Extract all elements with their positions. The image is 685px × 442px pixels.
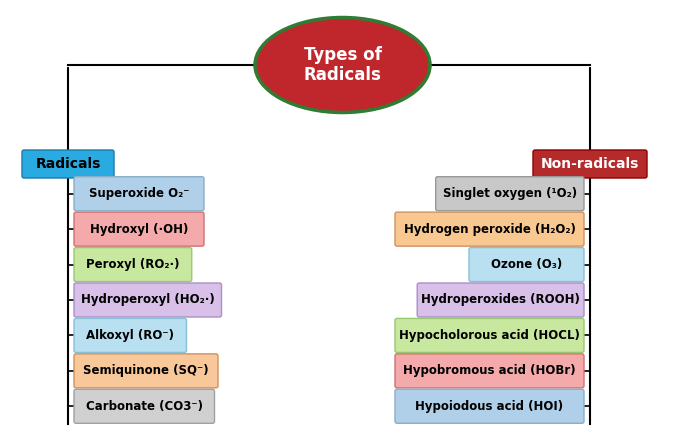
Text: Hydroperoxides (ROOH): Hydroperoxides (ROOH) [421,293,580,306]
FancyBboxPatch shape [417,283,584,317]
Text: Hydrogen peroxide (H₂O₂): Hydrogen peroxide (H₂O₂) [403,223,575,236]
Text: Semiquinone (SQ⁻): Semiquinone (SQ⁻) [83,364,209,377]
Text: Peroxyl (RO₂·): Peroxyl (RO₂·) [86,258,179,271]
FancyBboxPatch shape [74,283,221,317]
Text: Superoxide O₂⁻: Superoxide O₂⁻ [89,187,189,200]
Text: Hydroxyl (·OH): Hydroxyl (·OH) [90,223,188,236]
FancyBboxPatch shape [395,318,584,352]
Text: Hypoiodous acid (HOI): Hypoiodous acid (HOI) [415,400,564,413]
Text: Hypocholorous acid (HOCL): Hypocholorous acid (HOCL) [399,329,580,342]
Text: Types of
Radicals: Types of Radicals [303,46,382,84]
FancyBboxPatch shape [74,177,204,211]
FancyBboxPatch shape [74,389,214,423]
FancyBboxPatch shape [469,248,584,282]
Text: Radicals: Radicals [36,157,101,171]
Text: Hydroperoxyl (HO₂·): Hydroperoxyl (HO₂·) [81,293,214,306]
FancyBboxPatch shape [533,150,647,178]
Ellipse shape [255,18,430,113]
FancyBboxPatch shape [395,354,584,388]
FancyBboxPatch shape [436,177,584,211]
FancyBboxPatch shape [74,212,204,246]
FancyBboxPatch shape [395,389,584,423]
Text: Carbonate (CO3⁻): Carbonate (CO3⁻) [86,400,203,413]
FancyBboxPatch shape [74,354,218,388]
FancyBboxPatch shape [74,318,186,352]
FancyBboxPatch shape [74,248,192,282]
FancyBboxPatch shape [22,150,114,178]
Text: Non-radicals: Non-radicals [541,157,639,171]
Text: Singlet oxygen (¹O₂): Singlet oxygen (¹O₂) [443,187,577,200]
Text: Alkoxyl (RO⁻): Alkoxyl (RO⁻) [86,329,174,342]
Text: Hypobromous acid (HOBr): Hypobromous acid (HOBr) [403,364,576,377]
FancyBboxPatch shape [395,212,584,246]
Text: Ozone (O₃): Ozone (O₃) [491,258,562,271]
